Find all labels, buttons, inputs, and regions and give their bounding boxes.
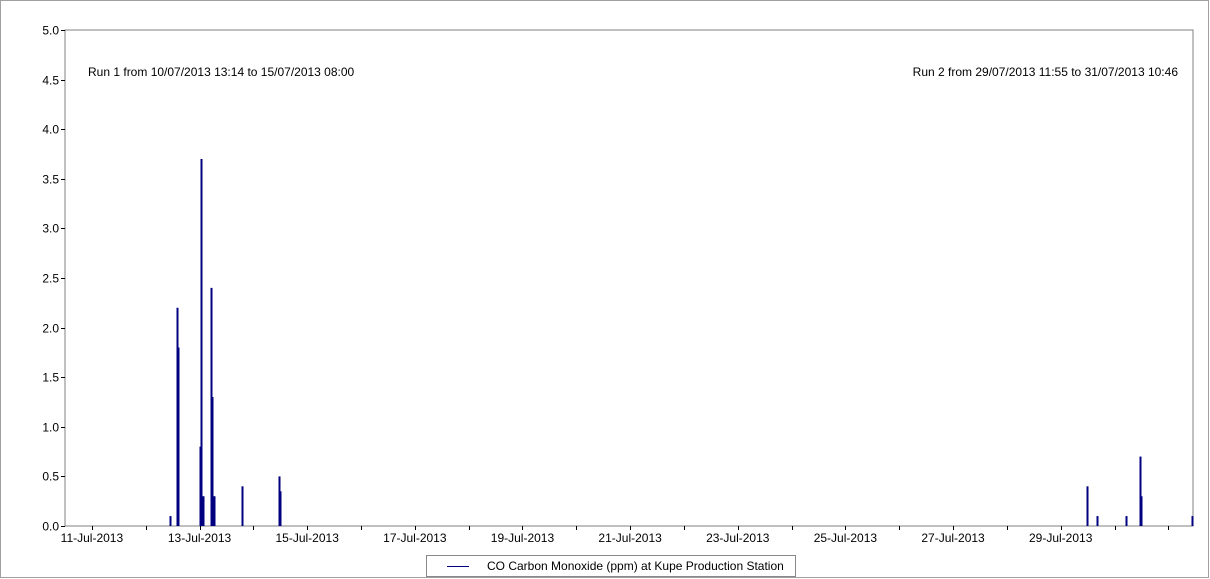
x-tick-label: 25-Jul-2013 (814, 531, 878, 545)
y-tick-label: 1.5 (42, 371, 59, 385)
x-tick-label: 29-Jul-2013 (1029, 531, 1093, 545)
legend-series-label: CO Carbon Monoxide (ppm) at Kupe Product… (487, 559, 784, 573)
legend: CO Carbon Monoxide (ppm) at Kupe Product… (426, 555, 796, 577)
y-tick-label: 2.0 (42, 322, 59, 336)
bar-layer (169, 158, 1194, 526)
x-tick-label: 13-Jul-2013 (168, 531, 232, 545)
annotation-run-2: Run 2 from 29/07/2013 11:55 to 31/07/201… (913, 65, 1179, 79)
x-tick-label: 27-Jul-2013 (921, 531, 985, 545)
y-tick-label: 0.0 (42, 520, 59, 534)
x-tick-label: 19-Jul-2013 (491, 531, 555, 545)
y-tick-label: 4.0 (42, 123, 59, 137)
legend-swatch (447, 565, 469, 567)
label-layer: 0.0 0.5 1.0 1.5 2.0 2.5 3.0 3.5 4.0 4.5 5.0 11-Jul-… (42, 24, 1092, 546)
y-tick-label: 0.5 (42, 470, 59, 484)
x-tick-label: 23-Jul-2013 (706, 531, 770, 545)
x-tick-label: 15-Jul-2013 (276, 531, 340, 545)
x-tick-label: 21-Jul-2013 (598, 531, 662, 545)
x-tick-label: 17-Jul-2013 (383, 531, 447, 545)
y-tick-label: 1.0 (42, 421, 59, 435)
axis-layer (61, 29, 1194, 530)
y-tick-label: 4.5 (42, 74, 59, 88)
y-tick-label: 3.0 (42, 222, 59, 236)
y-tick-label: 3.5 (42, 173, 59, 187)
y-tick-label: 2.5 (42, 272, 59, 286)
y-tick-label: 5.0 (42, 24, 59, 38)
plot-area (64, 29, 1194, 527)
x-tick-label: 11-Jul-2013 (61, 531, 124, 545)
annotation-run-1: Run 1 from 10/07/2013 13:14 to 15/07/201… (88, 65, 355, 79)
